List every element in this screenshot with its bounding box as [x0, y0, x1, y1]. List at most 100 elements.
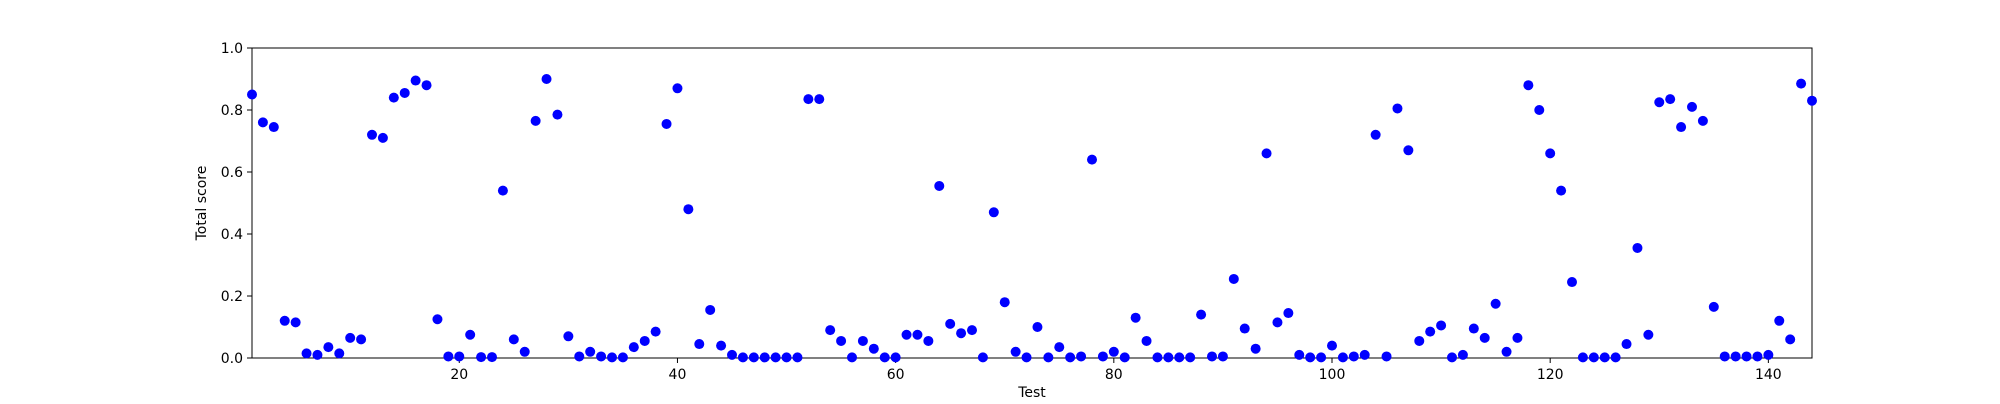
data-point [672, 83, 683, 94]
data-point [1337, 352, 1348, 363]
data-point [574, 351, 585, 362]
data-point [1032, 322, 1043, 332]
data-point [1272, 317, 1283, 328]
data-point [519, 346, 530, 357]
x-tick-label: 40 [669, 367, 687, 383]
data-point [1774, 315, 1785, 326]
data-point [541, 74, 552, 84]
data-point [1283, 308, 1294, 319]
data-point [1687, 101, 1697, 112]
data-point [1534, 105, 1545, 115]
data-point [1621, 339, 1632, 350]
data-point [1414, 335, 1425, 346]
data-point [727, 349, 737, 360]
data-point [1567, 277, 1577, 288]
data-point [1054, 342, 1065, 353]
data-point [650, 326, 661, 337]
data-point [705, 304, 716, 315]
data-point [770, 352, 781, 363]
data-point [388, 92, 399, 103]
data-point [617, 352, 628, 363]
data-point [857, 335, 868, 346]
data-point [1708, 301, 1719, 312]
data-point [247, 89, 257, 100]
data-point [1490, 298, 1501, 309]
data-point [1228, 273, 1239, 284]
data-point [268, 122, 279, 133]
data-point [1305, 352, 1316, 363]
data-point [716, 340, 727, 351]
data-point [1719, 351, 1730, 362]
data-point [967, 325, 977, 336]
data-point [1436, 320, 1447, 331]
data-point [999, 297, 1010, 308]
data-point [1545, 148, 1556, 159]
data-point [476, 352, 487, 363]
data-point [1676, 122, 1687, 133]
data-point [1577, 352, 1588, 363]
data-point [683, 204, 694, 215]
data-point [1479, 332, 1490, 343]
data-point [1261, 148, 1272, 159]
x-axis-label: Test [1017, 385, 1046, 400]
data-point [792, 352, 803, 363]
data-point [497, 185, 508, 196]
y-tick-label: 0.8 [221, 103, 243, 119]
x-tick-label: 100 [1319, 367, 1346, 383]
data-point [759, 352, 770, 363]
data-point [628, 342, 639, 353]
data-point [1403, 145, 1414, 156]
x-axis-ticks: 20 40 60 80 100 120 140 [450, 358, 1782, 383]
data-point [934, 180, 945, 191]
data-point [530, 115, 541, 126]
data-point [1697, 115, 1708, 126]
data-point [1348, 351, 1359, 362]
data-point [1381, 351, 1392, 362]
data-point [596, 351, 607, 362]
y-axis-ticks: 0.0 0.2 0.4 0.6 0.8 1.0 [221, 41, 252, 367]
data-point [563, 331, 574, 342]
data-point [1119, 352, 1130, 363]
data-point [1763, 349, 1774, 360]
data-point [1087, 154, 1097, 165]
data-point [1010, 346, 1021, 357]
data-point [988, 207, 999, 218]
y-tick-label: 0.2 [221, 289, 243, 305]
data-point [367, 129, 377, 140]
data-point [1370, 129, 1381, 140]
data-point [1076, 351, 1087, 362]
data-point [1730, 351, 1741, 362]
data-point [454, 351, 465, 362]
data-point [257, 117, 268, 128]
data-point [694, 339, 705, 350]
data-point [847, 352, 857, 363]
data-point [443, 351, 454, 362]
data-point [803, 94, 814, 105]
data-point [901, 329, 912, 340]
data-point [323, 342, 334, 353]
data-point [737, 352, 748, 363]
data-point [1457, 349, 1468, 360]
data-point [279, 315, 290, 326]
data-point [1643, 329, 1654, 340]
data-point [1294, 349, 1305, 360]
data-point [836, 335, 847, 346]
x-tick-label: 120 [1537, 367, 1564, 383]
x-tick-label: 140 [1755, 367, 1782, 383]
data-point [825, 325, 836, 336]
data-point [1512, 332, 1523, 343]
data-point [1632, 242, 1643, 253]
data-point [661, 118, 672, 129]
x-tick-label: 80 [1105, 367, 1123, 383]
data-point [1207, 351, 1217, 362]
data-point [607, 352, 617, 363]
data-point [1785, 334, 1796, 345]
data-point [377, 132, 388, 143]
x-tick-label: 20 [450, 367, 468, 383]
data-point [1021, 352, 1032, 363]
data-point [1468, 323, 1479, 334]
data-point [977, 352, 988, 363]
data-point [868, 343, 879, 354]
data-point [1152, 352, 1163, 363]
